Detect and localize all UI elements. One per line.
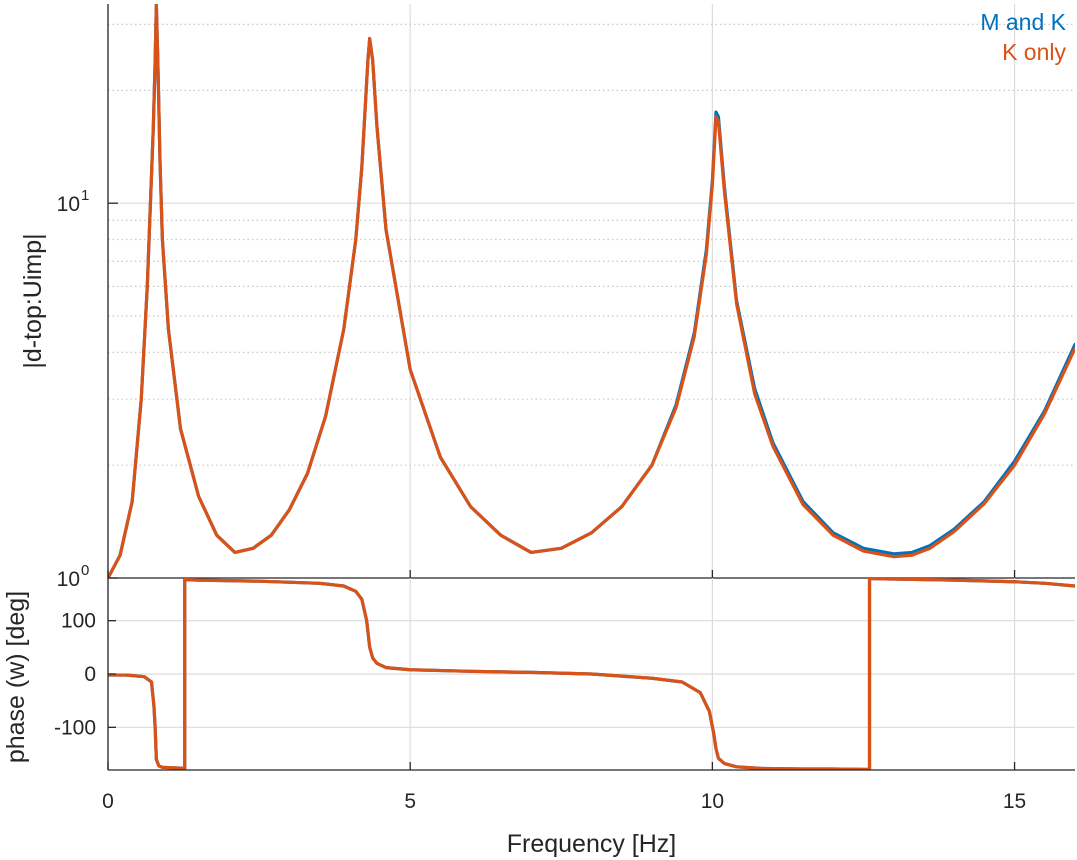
x-tick-label: 0 [102,790,114,813]
legend-entry: K only [1002,39,1066,65]
phase-y-tick-label: 100 [61,610,96,633]
magnitude-y-axis-label: |d-top:Uimp| [19,233,47,368]
x-tick-label: 10 [701,790,724,813]
magnitude-y-tick-exponent: 0 [81,562,89,579]
magnitude-grid [107,4,1075,578]
phase-plot: 0 5 10 15 -100 0 100 Frequency [Hz] phase (w) [d… [2,578,1075,858]
legend: M and K K only [980,9,1066,65]
magnitude-series-k-only [108,4,1075,578]
magnitude-plot: 10 010 1|d-top:Uimp|M and KK only [19,4,1075,591]
phase-y-axis-label: phase (w) [deg] [2,591,30,763]
x-tick-label: 15 [1003,790,1026,813]
phase-y-tick-label: -100 [54,716,96,739]
phase-series-k-only [108,578,1075,770]
legend-entry: M and K [980,9,1066,35]
magnitude-y-tick-label: 10 [57,568,80,591]
x-tick-label: 5 [404,790,416,813]
magnitude-y-tick-exponent: 1 [81,187,89,204]
phase-y-tick-label: 0 [84,663,96,686]
x-axis-label: Frequency [Hz] [507,830,677,858]
magnitude-y-tick-label: 10 [57,193,80,216]
